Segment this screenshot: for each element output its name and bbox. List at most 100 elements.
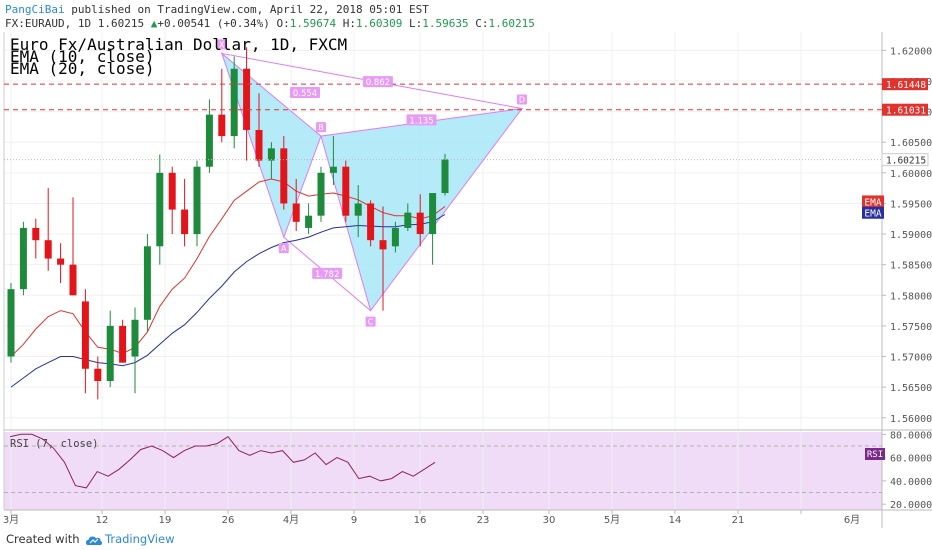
price-label <box>862 195 884 208</box>
candle <box>94 356 102 400</box>
candle-body <box>329 166 337 173</box>
legend-symbol: Euro Fx/Australian Dollar, 1D, FXCM <box>10 35 347 54</box>
candle-body <box>354 203 362 216</box>
ratio-box <box>362 76 393 88</box>
price-label-bg <box>882 103 928 116</box>
candle-body <box>44 240 52 259</box>
y-tick-label: 1.57000 <box>890 353 932 364</box>
pattern-point-a <box>278 243 289 254</box>
candle-body <box>106 325 114 382</box>
y-tick-label: 1.60000 <box>890 169 932 180</box>
x-tick-label: 12 <box>96 515 109 526</box>
candle-body <box>267 148 275 161</box>
candle <box>143 234 151 333</box>
pattern-ratio <box>312 267 343 279</box>
candle-body <box>193 166 201 235</box>
y-tick-label: 1.60500 <box>890 138 932 149</box>
candle <box>230 56 238 149</box>
author-link[interactable]: PangCiBai <box>5 3 65 16</box>
y-tick-label: 1.58500 <box>890 261 932 272</box>
y-tick-label: 1.56500 <box>890 383 932 394</box>
candle-body <box>168 172 176 210</box>
candle-body <box>317 172 325 216</box>
x-tick-label: 16 <box>414 515 427 526</box>
candle <box>305 203 313 235</box>
candle-body <box>94 368 102 382</box>
publish-line: PangCiBai published on TradingView.com, … <box>5 3 429 17</box>
price-label <box>881 153 929 167</box>
price-label-bg <box>881 153 929 167</box>
price-label <box>862 206 884 219</box>
candle-body <box>218 114 226 137</box>
point-marker <box>365 316 376 327</box>
candle <box>329 136 337 186</box>
up-arrow-icon: ▲ <box>150 17 158 30</box>
low-label: L: <box>409 17 423 30</box>
rsi-line <box>9 433 436 489</box>
price-label-text: 1.61448 <box>886 80 926 91</box>
candle-body <box>57 258 65 265</box>
x-tick-label: 4月 <box>283 514 299 526</box>
candle <box>32 218 40 259</box>
candle <box>168 166 176 235</box>
candle <box>69 197 77 296</box>
x-tick-label: 26 <box>222 515 235 526</box>
candle-body <box>131 319 139 357</box>
close-value: 1.60215 <box>488 17 535 30</box>
rsi-y-tick-label: 60.0000 <box>890 454 932 465</box>
candle-body <box>404 212 412 228</box>
legend-ema20: EMA (20, close) <box>10 59 155 78</box>
candle <box>218 68 226 143</box>
price-label <box>882 78 928 91</box>
symbol-text: FX:EURAUD, 1D 1.60215 <box>5 17 145 30</box>
ratio-label: 1.135 <box>409 116 433 126</box>
ratio-box <box>312 267 343 279</box>
candle <box>119 319 127 363</box>
y-tick-label: 1.58000 <box>890 291 932 302</box>
candle-body <box>391 227 399 247</box>
price-label-text: EMA <box>864 209 881 220</box>
price-label-text: 1.61031 <box>886 106 926 117</box>
price-label-bg <box>862 206 884 219</box>
rsi-last-label: RSI <box>867 450 883 460</box>
change-text: +0.00541 (+0.34%) <box>157 17 270 30</box>
x-tick-label: 6月 <box>844 514 860 526</box>
x-tick-label: 30 <box>543 515 556 526</box>
candle <box>131 307 139 394</box>
candle-body <box>7 289 15 357</box>
candle <box>367 200 375 247</box>
candle <box>255 93 263 167</box>
candle-body <box>243 68 251 130</box>
price-label-text: EMA <box>864 197 881 208</box>
ratio-box <box>406 114 437 126</box>
candle <box>267 142 275 179</box>
candles <box>7 47 449 400</box>
candle <box>19 221 27 296</box>
pattern-point-x <box>216 39 227 50</box>
candle-body <box>81 301 89 369</box>
candle-body <box>143 246 151 320</box>
rsi-y-tick-label: 40.0000 <box>890 477 932 488</box>
candle-body <box>379 240 387 250</box>
candle <box>156 154 164 265</box>
candle <box>441 153 449 196</box>
y-tick-label: 1.59500 <box>890 199 932 210</box>
point-marker <box>216 39 227 50</box>
rsi-y-tick-label: 80.0000 <box>890 430 932 441</box>
candle-body <box>230 68 238 137</box>
candle <box>354 185 362 238</box>
point-marker <box>517 94 527 105</box>
y-tick-label: 1.56000 <box>890 414 932 425</box>
y-tick-label: 1.57500 <box>890 322 932 333</box>
ratio-box <box>290 87 320 98</box>
candle-body <box>205 114 213 167</box>
rsi-y-tick-label: 20.0000 <box>890 500 932 511</box>
point-marker <box>278 243 289 254</box>
candle-body <box>292 203 300 222</box>
x-tick-label: 19 <box>159 515 172 526</box>
point-label: D <box>519 96 525 105</box>
tradingview-logo[interactable]: TradingView <box>86 532 174 546</box>
pattern-point-c <box>365 316 376 327</box>
candle <box>181 178 189 247</box>
